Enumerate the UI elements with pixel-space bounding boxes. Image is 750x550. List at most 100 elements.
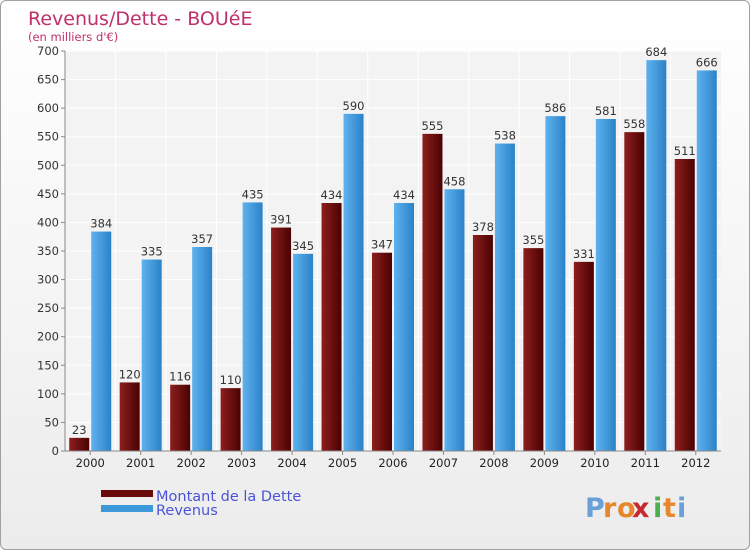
x-tick-label: 2010 [580, 456, 609, 470]
x-tick-label: 2009 [530, 456, 559, 470]
y-tick-label: 150 [37, 358, 59, 372]
legend-swatch-revenus [101, 505, 153, 512]
logo-letter: x [632, 493, 649, 524]
y-axis: 0 50 100 150 200 250 300 350 400 450 500 550 600 650 7… [37, 44, 66, 458]
y-tick-label: 400 [37, 215, 59, 229]
bar-dette [472, 235, 493, 451]
bar-revenus [141, 259, 162, 451]
bar-revenus [444, 189, 465, 452]
bar-dette [69, 437, 90, 451]
data-label: 558 [623, 117, 645, 131]
bar-dette [321, 203, 342, 451]
y-tick-label: 500 [37, 158, 59, 172]
y-tick-label: 100 [37, 387, 59, 401]
chart-title: Revenus/Dette - BOUéE [28, 8, 252, 30]
y-tick-label: 600 [37, 101, 59, 115]
x-tick-label: 2011 [631, 456, 660, 470]
logo-letter: r [603, 493, 617, 524]
y-tick-label: 350 [37, 244, 59, 258]
bar-revenus [595, 119, 616, 451]
bar-revenus [494, 143, 515, 452]
data-label: 435 [242, 187, 264, 201]
x-tick-label: 2002 [177, 456, 206, 470]
x-tick-label: 2012 [681, 456, 710, 470]
x-tick-label: 2004 [277, 456, 306, 470]
data-label: 116 [169, 370, 191, 384]
logo-letter: t [663, 493, 676, 524]
data-label: 384 [90, 217, 112, 231]
bar-revenus [343, 113, 364, 451]
y-tick-label: 200 [37, 330, 59, 344]
bar-dette [220, 388, 241, 451]
bar-revenus [242, 202, 263, 451]
data-label: 378 [472, 220, 494, 234]
bar-dette [422, 133, 443, 451]
data-label: 581 [595, 104, 617, 118]
x-tick-label: 2008 [479, 456, 508, 470]
bar-revenus [545, 116, 566, 452]
x-tick-label: 2007 [429, 456, 458, 470]
logo-letter: o [617, 493, 636, 524]
data-label: 434 [321, 188, 343, 202]
data-label: 684 [645, 45, 667, 59]
data-label: 345 [292, 239, 314, 253]
y-tick-label: 650 [37, 73, 59, 87]
x-tick-label: 2005 [328, 456, 357, 470]
y-tick-label: 250 [37, 301, 59, 315]
data-label: 511 [674, 144, 696, 158]
bar-revenus [192, 247, 213, 451]
x-tick-label: 2000 [76, 456, 105, 470]
legend-label-dette: Montant de la Dette [156, 489, 301, 505]
y-tick-label: 50 [44, 415, 59, 429]
bar-dette [624, 132, 645, 451]
data-label: 555 [421, 119, 443, 133]
data-label: 23 [72, 423, 87, 437]
bars [69, 60, 717, 452]
data-label: 335 [141, 245, 163, 259]
data-label: 331 [573, 247, 595, 261]
legend-swatch-dette [101, 490, 153, 497]
data-label: 120 [119, 367, 141, 381]
data-label: 434 [393, 188, 415, 202]
bar-revenus [394, 203, 414, 451]
y-tick-label: 550 [37, 130, 59, 144]
x-tick-label: 2006 [378, 456, 407, 470]
logo-letter: i [653, 493, 662, 524]
logo-letter: P [585, 493, 605, 524]
data-label: 590 [343, 99, 365, 113]
data-label: 347 [371, 238, 393, 252]
logo-letter: i [677, 493, 686, 524]
data-label: 391 [270, 213, 292, 227]
data-label: 357 [191, 232, 213, 246]
legend-label-revenus: Revenus [156, 503, 218, 519]
bar-dette [372, 252, 392, 451]
chart-subtitle: (en milliers d'€) [28, 30, 118, 44]
data-label: 538 [494, 129, 516, 143]
y-tick-label: 300 [37, 273, 59, 287]
x-axis: 2000 2001 2002 2003 2004 2005 2006 2007 2008 2009… [65, 450, 721, 470]
bar-dette [119, 382, 140, 451]
bar-revenus [696, 70, 717, 451]
y-tick-label: 450 [37, 187, 59, 201]
data-label: 458 [443, 174, 465, 188]
proxiti-logo: Pr ox i t i [585, 493, 686, 524]
data-label: 355 [522, 233, 544, 247]
bar-dette [170, 384, 191, 451]
y-tick-label: 700 [37, 44, 59, 58]
bar-revenus [646, 60, 667, 452]
x-tick-label: 2003 [227, 456, 256, 470]
bar-dette [573, 261, 594, 451]
bar-dette [674, 159, 695, 451]
legend: Montant de la Dette Revenus [101, 489, 301, 519]
bar-dette [523, 248, 544, 451]
data-label: 666 [696, 55, 718, 69]
y-tick-label: 0 [52, 444, 59, 458]
bar-revenus [293, 253, 314, 451]
grid [65, 50, 721, 452]
bar-dette [271, 227, 292, 451]
data-label: 110 [220, 373, 242, 387]
bar-revenus [91, 231, 112, 451]
